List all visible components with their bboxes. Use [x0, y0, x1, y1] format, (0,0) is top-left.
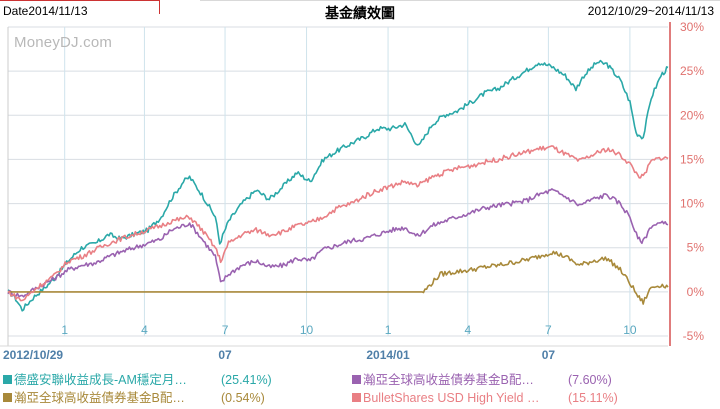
legend-item-4[interactable]: BulletShares USD High Yield … (15.11%): [352, 389, 618, 407]
y-tick-label: -5%: [683, 329, 705, 343]
series-line-1: [7, 59, 669, 312]
series-line-4: [7, 145, 669, 302]
legend-swatch-3: [3, 393, 12, 403]
legend-label-3: 瀚亞全球高收益債券基金B配…: [14, 391, 185, 405]
header-rule-divider: [159, 0, 160, 14]
y-tick-label: 10%: [680, 197, 704, 211]
legend-value-2: (7.60%): [568, 373, 612, 387]
x-month-label: 7: [545, 323, 552, 337]
header-rule-right: [200, 0, 720, 1]
legend-value-3: (0.54%): [221, 391, 265, 405]
x-month-label: 4: [141, 323, 148, 337]
tick-labels: -5% 0% 5% 10% 15% 20% 25% 30% 1 4 7 10 1 4 7 10 2012/10/…: [3, 20, 704, 362]
axes: [0, 22, 671, 347]
y-tick-label: 5%: [687, 241, 705, 255]
y-tick-label: 20%: [680, 108, 704, 122]
date-label: Date2014/11/13: [3, 4, 88, 18]
x-month-label: 4: [464, 323, 471, 337]
watermark: MoneyDJ.com: [14, 34, 113, 51]
legend-swatch-2: [352, 375, 361, 385]
series-line-2: [7, 188, 669, 298]
legend-item-1[interactable]: 德盛安聯收益成長-AM穩定月… (25.41%): [3, 371, 272, 389]
header-rule: [0, 0, 160, 1]
date-range: 2012/10/29~2014/11/13: [587, 4, 714, 18]
legend-label-2: 瀚亞全球高收益債券基金B配…: [363, 373, 534, 387]
legend-label-1: 德盛安聯收益成長-AM穩定月…: [14, 373, 187, 387]
legend-label-4: BulletShares USD High Yield …: [363, 391, 540, 405]
legend-swatch-1: [3, 375, 12, 385]
x-date-label: 2014/01: [366, 348, 410, 362]
y-tick-label: 25%: [680, 64, 704, 78]
y-tick-label: 15%: [680, 152, 704, 166]
legend-value-4: (15.11%): [568, 391, 618, 405]
series-lines: [7, 59, 669, 312]
x-month-label: 10: [300, 323, 314, 337]
legend-item-3[interactable]: 瀚亞全球高收益債券基金B配… (0.54%): [3, 389, 265, 407]
x-month-label: 1: [385, 323, 392, 337]
chart-title: 基金績效圖: [325, 5, 395, 21]
y-tick-label: 0%: [687, 285, 705, 299]
x-month-label: 10: [623, 323, 637, 337]
x-date-label: 2012/10/29: [3, 348, 63, 362]
x-month-label: 1: [61, 323, 68, 337]
legend: 德盛安聯收益成長-AM穩定月… (25.41%) 瀚亞全球高收益債券基金B配… …: [0, 369, 720, 409]
legend-value-1: (25.41%): [221, 373, 272, 387]
legend-item-2[interactable]: 瀚亞全球高收益債券基金B配… (7.60%): [352, 371, 612, 389]
grid: [8, 26, 668, 337]
x-date-label: 07: [218, 348, 232, 362]
chart-header: Date2014/11/13 基金績效圖 2012/10/29~2014/11/…: [0, 0, 720, 22]
performance-chart: -5% 0% 5% 10% 15% 20% 25% 30% 1 4 7 10 1 4 7 10 2012/10/…: [0, 20, 704, 362]
y-tick-label: 30%: [680, 20, 704, 34]
series-line-3: [8, 250, 669, 305]
x-month-label: 7: [222, 323, 229, 337]
x-date-label: 07: [542, 348, 556, 362]
legend-swatch-4: [352, 393, 361, 403]
